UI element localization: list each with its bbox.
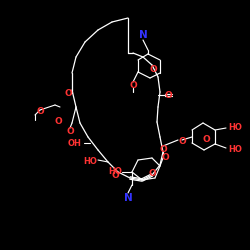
Text: O: O [64,88,72,98]
Text: O: O [178,138,186,146]
Text: O: O [159,146,167,154]
Text: O: O [148,168,156,177]
Text: O: O [66,128,74,136]
Text: HO: HO [108,168,122,176]
Text: O: O [129,80,137,90]
Text: O: O [111,170,119,179]
Text: O: O [36,108,44,116]
Text: N: N [124,193,132,203]
Text: HO: HO [83,158,97,166]
Text: O: O [161,154,169,162]
Text: HO: HO [228,122,242,132]
Text: N: N [138,30,147,40]
Text: HO: HO [228,146,242,154]
Text: O: O [54,118,62,126]
Text: OH: OH [68,138,82,147]
Text: O: O [149,66,157,74]
Text: O: O [202,136,210,144]
Text: O: O [164,90,172,100]
